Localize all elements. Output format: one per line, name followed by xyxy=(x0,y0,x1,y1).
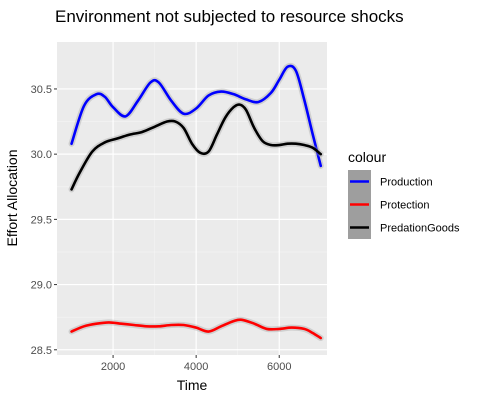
x-axis-title: Time xyxy=(177,377,208,393)
grid-lines xyxy=(57,42,327,355)
legend-item-predationgoods: PredationGoods xyxy=(348,216,460,239)
series-production-line xyxy=(70,64,323,168)
x-tick-label: 4000 xyxy=(184,361,208,373)
legend-label-predationgoods: PredationGoods xyxy=(380,223,460,235)
y-tick-label: 29.5 xyxy=(31,214,52,226)
legend-item-production: Production xyxy=(348,170,433,193)
y-axis-ticks: 28.5 29.0 29.5 30.0 30.5 xyxy=(31,84,57,357)
legend: colour Production Protection PredationGood… xyxy=(348,149,460,239)
chart-title: Environment not subjected to resource sh… xyxy=(55,7,404,26)
y-tick-label: 28.5 xyxy=(31,345,52,357)
legend-item-protection: Protection xyxy=(348,193,430,216)
y-axis-title: Effort Allocation xyxy=(4,149,20,246)
legend-label-production: Production xyxy=(380,177,433,189)
series-protection-line xyxy=(70,318,323,340)
x-tick-label: 6000 xyxy=(267,361,291,373)
y-tick-label: 30.0 xyxy=(31,149,52,161)
x-axis-ticks: 2000 4000 6000 xyxy=(101,355,291,373)
y-tick-label: 29.0 xyxy=(31,280,52,292)
series-predationgoods-line xyxy=(70,103,323,191)
x-tick-label: 2000 xyxy=(101,361,125,373)
series-lines xyxy=(68,62,324,342)
legend-title: colour xyxy=(348,149,386,165)
y-tick-label: 30.5 xyxy=(31,84,52,96)
legend-label-protection: Protection xyxy=(380,200,430,212)
